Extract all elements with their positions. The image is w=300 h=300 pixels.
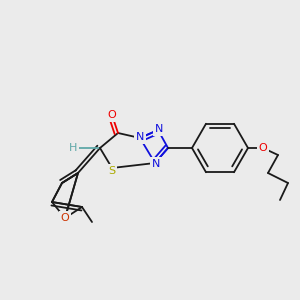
Text: N: N xyxy=(155,124,163,134)
Text: N: N xyxy=(136,132,144,142)
Text: N: N xyxy=(152,159,160,169)
Text: H: H xyxy=(69,143,77,153)
Text: O: O xyxy=(108,110,116,120)
Text: S: S xyxy=(108,166,116,176)
Text: O: O xyxy=(259,143,267,153)
Text: O: O xyxy=(61,213,69,223)
